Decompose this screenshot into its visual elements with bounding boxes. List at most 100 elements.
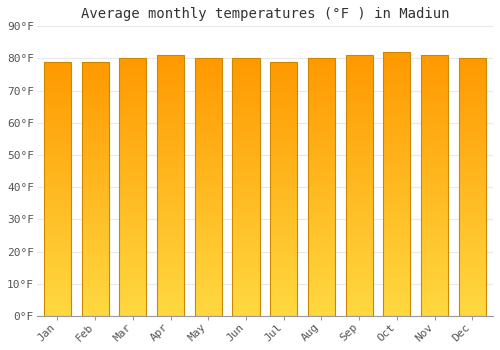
Bar [421, 81, 448, 85]
Bar [82, 106, 109, 110]
Bar [157, 251, 184, 254]
Bar [308, 278, 335, 281]
Bar [270, 186, 297, 189]
Bar [421, 71, 448, 75]
Bar [421, 186, 448, 189]
Bar [270, 154, 297, 157]
Bar [194, 194, 222, 197]
Bar [157, 287, 184, 290]
Bar [82, 148, 109, 151]
Bar [458, 78, 486, 81]
Bar [44, 93, 71, 97]
Bar [44, 183, 71, 186]
Bar [157, 306, 184, 310]
Bar [44, 157, 71, 160]
Bar [308, 258, 335, 261]
Bar [232, 75, 260, 78]
Bar [270, 103, 297, 106]
Bar [458, 300, 486, 303]
Bar [384, 115, 410, 118]
Bar [82, 71, 109, 75]
Bar [44, 122, 71, 125]
Bar [44, 141, 71, 145]
Bar [346, 228, 372, 231]
Bar [346, 280, 372, 284]
Bar [120, 146, 146, 149]
Bar [120, 232, 146, 236]
Bar [232, 94, 260, 97]
Bar [120, 78, 146, 81]
Bar [421, 274, 448, 277]
Bar [44, 62, 71, 316]
Bar [458, 248, 486, 252]
Bar [82, 173, 109, 176]
Bar [157, 179, 184, 182]
Bar [308, 97, 335, 100]
Bar [44, 128, 71, 132]
Bar [346, 225, 372, 228]
Bar [44, 160, 71, 163]
Bar [421, 166, 448, 169]
Bar [194, 300, 222, 303]
Bar [157, 290, 184, 293]
Bar [82, 84, 109, 87]
Bar [384, 105, 410, 108]
Bar [82, 100, 109, 103]
Bar [346, 68, 372, 71]
Bar [194, 174, 222, 178]
Bar [458, 294, 486, 297]
Bar [421, 254, 448, 257]
Bar [308, 62, 335, 65]
Bar [421, 261, 448, 264]
Bar [458, 107, 486, 110]
Bar [346, 147, 372, 150]
Bar [82, 284, 109, 287]
Bar [346, 71, 372, 75]
Bar [384, 125, 410, 128]
Bar [421, 104, 448, 107]
Bar [270, 160, 297, 163]
Bar [458, 152, 486, 155]
Bar [421, 231, 448, 235]
Bar [232, 206, 260, 210]
Bar [421, 248, 448, 251]
Bar [421, 215, 448, 218]
Bar [346, 104, 372, 107]
Bar [120, 62, 146, 65]
Bar [232, 190, 260, 194]
Bar [44, 154, 71, 157]
Bar [384, 168, 410, 171]
Bar [120, 274, 146, 278]
Bar [384, 92, 410, 95]
Bar [82, 272, 109, 275]
Bar [270, 65, 297, 68]
Bar [157, 75, 184, 78]
Bar [346, 130, 372, 133]
Bar [346, 94, 372, 98]
Bar [308, 113, 335, 117]
Bar [194, 278, 222, 281]
Bar [384, 171, 410, 174]
Bar [308, 194, 335, 197]
Bar [346, 62, 372, 65]
Bar [458, 155, 486, 158]
Bar [194, 71, 222, 75]
Bar [157, 293, 184, 296]
Bar [346, 88, 372, 91]
Bar [44, 97, 71, 100]
Bar [270, 243, 297, 246]
Bar [157, 218, 184, 222]
Bar [232, 65, 260, 68]
Bar [308, 219, 335, 223]
Bar [82, 249, 109, 252]
Bar [157, 209, 184, 212]
Bar [44, 211, 71, 214]
Bar [82, 125, 109, 128]
Bar [458, 184, 486, 187]
Bar [308, 100, 335, 104]
Bar [308, 274, 335, 278]
Bar [82, 208, 109, 211]
Bar [194, 113, 222, 117]
Bar [194, 165, 222, 168]
Bar [270, 132, 297, 135]
